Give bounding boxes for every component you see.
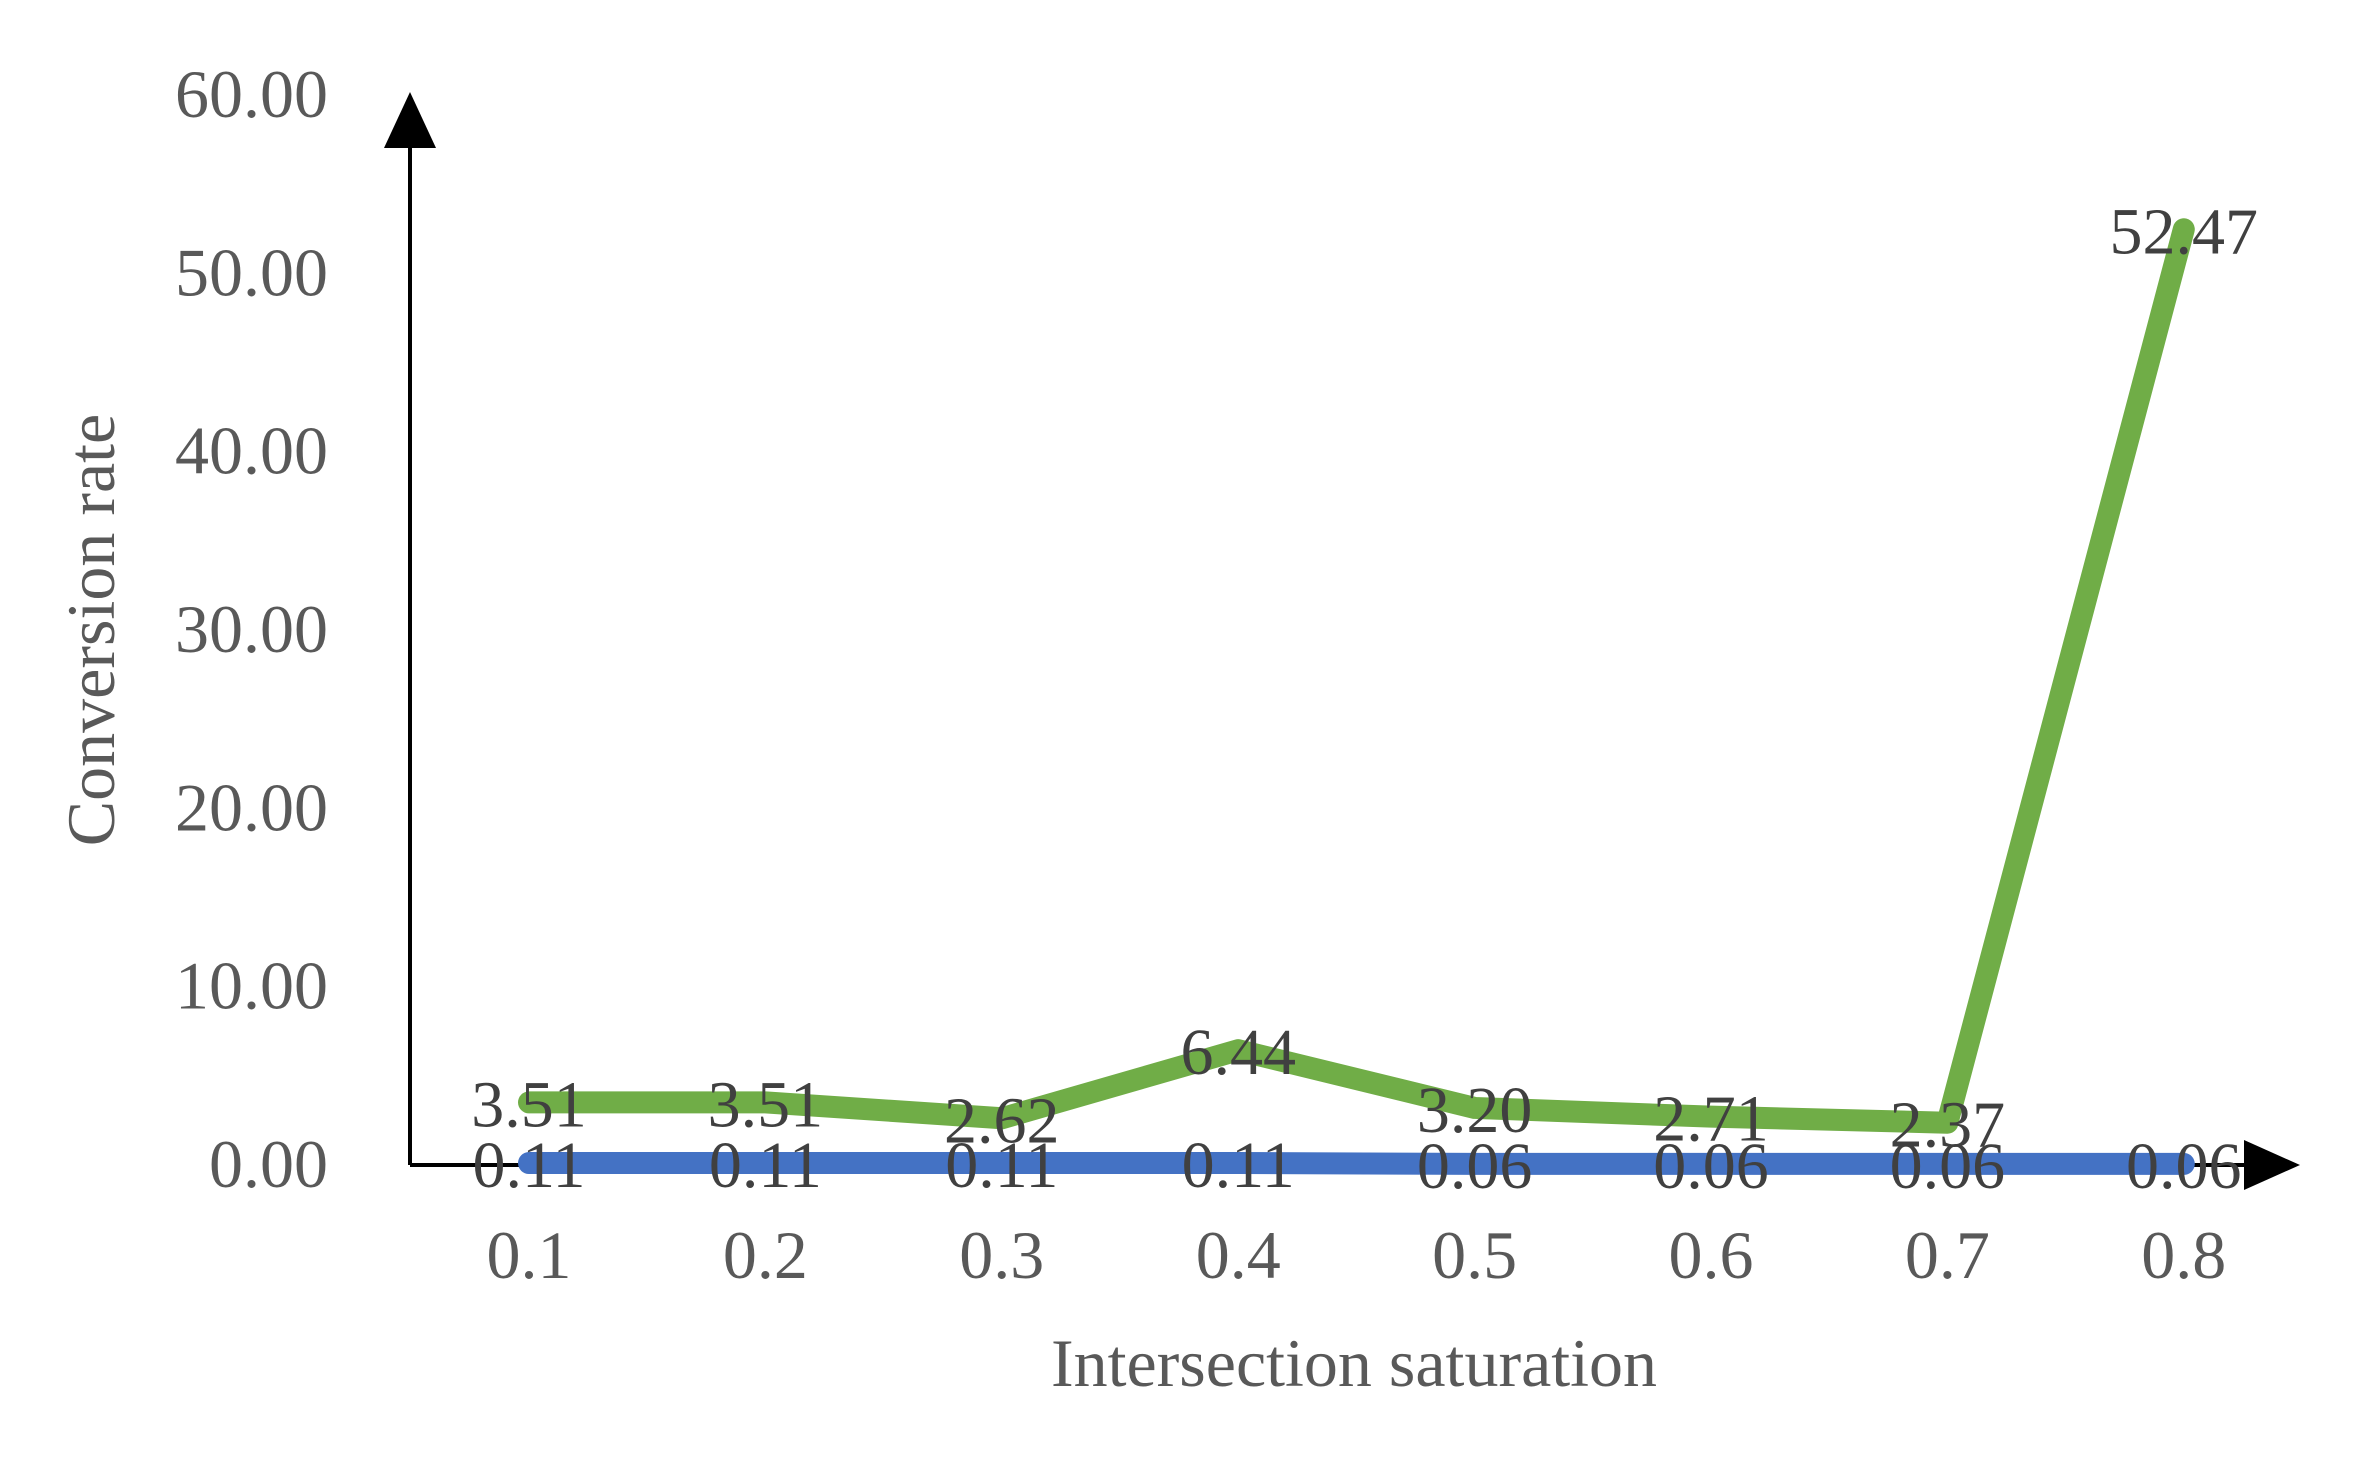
x-tick-label: 0.8	[2141, 1217, 2226, 1293]
x-tick-label: 0.5	[1432, 1217, 1517, 1293]
data-label: 0.06	[1890, 1130, 2006, 1203]
chart-axes	[384, 92, 2300, 1190]
y-axis-title: Conversion rate	[53, 414, 129, 846]
data-label: 52.47	[2110, 195, 2259, 268]
y-tick-label: 0.00	[209, 1126, 328, 1202]
data-label: 2.37	[1890, 1089, 2006, 1162]
y-tick-label: 30.00	[175, 591, 328, 667]
x-tick-label: 0.3	[959, 1217, 1044, 1293]
series-line-0	[518, 218, 2195, 1134]
series-line-1	[518, 1152, 2195, 1175]
y-tick-labels: 0.00 10.00 20.00 30.00 40.00 50.00 60.00	[175, 56, 328, 1202]
data-label: 3.51	[708, 1068, 824, 1141]
x-tick-labels: 0.1 0.2 0.3 0.4 0.5 0.6 0.7 0.8	[487, 1217, 2227, 1293]
data-label: 2.71	[1653, 1083, 1769, 1156]
x-axis-arrow-icon	[2244, 1140, 2300, 1190]
data-label: 0.11	[472, 1129, 585, 1202]
data-label: 2.62	[944, 1084, 1060, 1157]
x-tick-label: 0.2	[723, 1217, 808, 1293]
y-tick-label: 10.00	[175, 948, 328, 1024]
y-axis-arrow-icon	[384, 92, 436, 148]
x-tick-label: 0.1	[487, 1217, 572, 1293]
data-label: 0.11	[709, 1129, 822, 1202]
data-label: 0.06	[1417, 1130, 1533, 1203]
data-label: 3.20	[1417, 1074, 1533, 1147]
series-lines	[518, 218, 2195, 1175]
y-tick-label: 50.00	[175, 234, 328, 310]
data-label: 0.06	[1653, 1130, 1769, 1203]
data-label: 0.11	[945, 1129, 1058, 1202]
data-label: 3.51	[471, 1068, 587, 1141]
y-tick-label: 60.00	[175, 56, 328, 132]
y-tick-label: 40.00	[175, 413, 328, 489]
x-axis-title: Intersection saturation	[1051, 1325, 1657, 1401]
data-label: 6.44	[1180, 1016, 1296, 1089]
data-labels: 3.51 3.51 2.62 6.44 3.20 2.71 2.37 52.47 0.11 0.1…	[471, 195, 2258, 1203]
y-tick-label: 20.00	[175, 769, 328, 845]
x-tick-label: 0.6	[1669, 1217, 1754, 1293]
x-tick-label: 0.4	[1196, 1217, 1281, 1293]
x-tick-label: 0.7	[1905, 1217, 1990, 1293]
data-label: 0.11	[1182, 1129, 1295, 1202]
data-label: 0.06	[2126, 1130, 2242, 1203]
